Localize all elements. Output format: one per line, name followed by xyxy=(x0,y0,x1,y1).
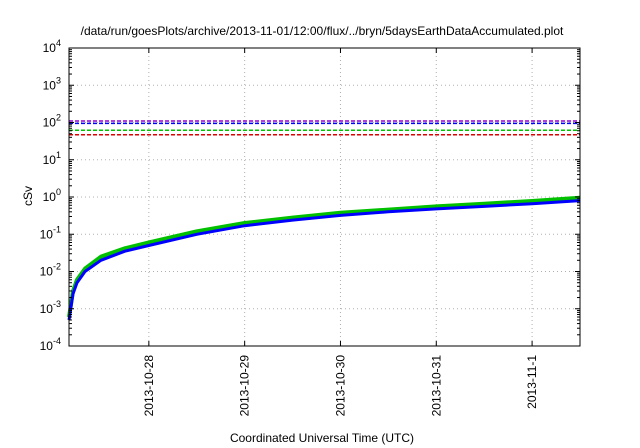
x-tick-label: 2013-10-28 xyxy=(142,355,156,417)
y-tick-label: 103 xyxy=(43,75,61,92)
x-tick-label: 2013-10-30 xyxy=(333,355,347,417)
y-tick-label: 102 xyxy=(43,113,61,130)
y-tick-label: 101 xyxy=(43,150,61,167)
y-tick-label: 100 xyxy=(43,187,61,204)
x-tick-layer: 2013-10-28 2013-10-29 2013-10-30 2013-10-31… xyxy=(142,48,539,416)
x-tick-label: 2013-10-29 xyxy=(238,355,252,417)
y-tick-layer: 10-4 10-3 10-2 10-1 100 101 102 103 104 xyxy=(40,38,580,353)
series-layer xyxy=(67,195,581,321)
y-tick-label: 10-3 xyxy=(40,299,61,316)
series-line xyxy=(67,199,581,321)
chart-title: /data/run/goesPlots/archive/2013-11-01/1… xyxy=(81,24,564,38)
series-line xyxy=(67,195,581,318)
x-tick-label: 2013-11-1 xyxy=(525,355,539,409)
y-axis-label: cSv xyxy=(21,186,35,206)
x-tick-label: 2013-10-31 xyxy=(429,355,443,417)
y-tick-label: 10-2 xyxy=(40,262,61,279)
y-tick-label: 104 xyxy=(43,38,61,55)
threshold-layer xyxy=(69,120,580,136)
grid-layer xyxy=(69,48,580,346)
y-tick-label: 10-4 xyxy=(40,336,61,353)
x-axis-label: Coordinated Universal Time (UTC) xyxy=(230,431,414,445)
y-tick-label: 10-1 xyxy=(40,224,61,241)
